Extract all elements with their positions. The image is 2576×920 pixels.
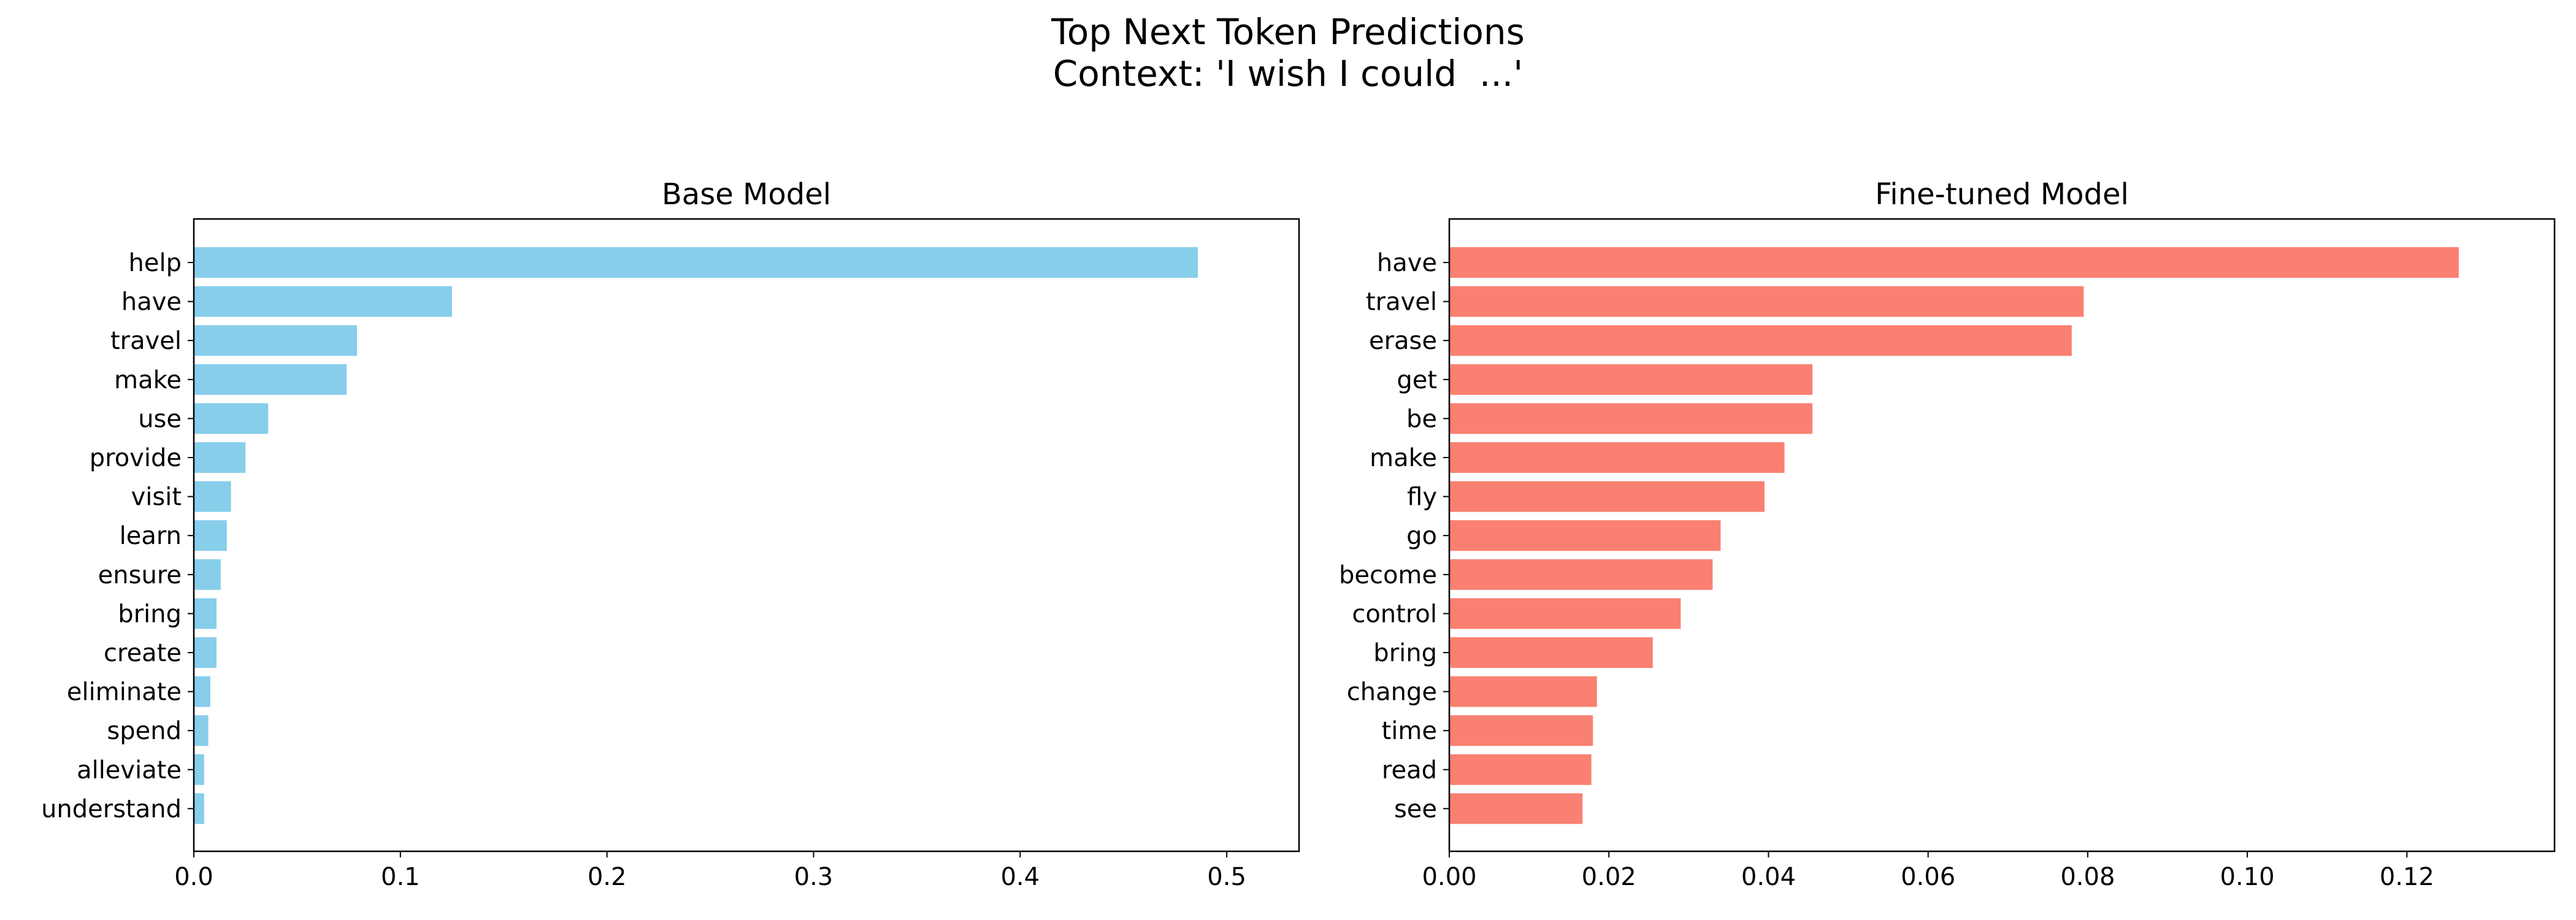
y-tick-label: bring: [1373, 639, 1437, 667]
bar-travel: [194, 325, 358, 356]
panel-base-model: help have travel make use provide visit learn en…: [41, 177, 1300, 891]
y-tick-label: time: [1382, 717, 1437, 745]
bar-use: [194, 403, 269, 434]
y-tick-label: understand: [41, 795, 182, 823]
figure-title-line1: Top Next Token Predictions: [1051, 11, 1525, 53]
bar-have: [1449, 247, 2459, 278]
y-tick-label: bring: [118, 600, 182, 628]
y-tick-label: be: [1406, 405, 1437, 433]
axes-frame: [193, 218, 1300, 853]
bar-change: [1449, 676, 1597, 707]
figure-title: Top Next Token Predictions Context: 'I w…: [0, 11, 2576, 94]
bar-eliminate: [194, 676, 210, 707]
bar-be: [1449, 403, 1812, 434]
x-tick-label: 0.3: [794, 863, 834, 891]
bar-visit: [194, 481, 231, 512]
bar-learn: [194, 520, 227, 551]
bar-go: [1449, 520, 1721, 551]
y-tick-label: eliminate: [67, 678, 182, 707]
y-tick-label: help: [129, 249, 182, 277]
y-tick-label: become: [1339, 561, 1437, 589]
x-tick-label: 0.10: [2220, 863, 2275, 891]
x-tick-label: 0.1: [381, 863, 420, 891]
x-tick-label: 0.08: [2060, 863, 2115, 891]
panel-fine-tuned-model: have travel erase get be make fly go become contr…: [1339, 177, 2556, 891]
bar-get: [1449, 364, 1812, 395]
y-tick-label: provide: [90, 444, 182, 472]
bar-erase: [1449, 325, 2072, 356]
y-tick-label: erase: [1369, 327, 1437, 355]
x-tick-label: 0.0: [174, 863, 213, 891]
y-tick-label: control: [1352, 600, 1437, 628]
axes-frame: [1448, 218, 2556, 853]
figure-title-line2: Context: 'I wish I could ...': [1052, 53, 1524, 94]
bar-bring: [1449, 637, 1653, 668]
bar-fly: [1449, 481, 1765, 512]
bar-alleviate: [194, 754, 204, 785]
y-tick-label: make: [1370, 444, 1437, 472]
bar-see: [1449, 793, 1583, 824]
x-tick-label: 0.06: [1901, 863, 1955, 891]
x-tick-label: 0.00: [1422, 863, 1476, 891]
y-tick-label: use: [138, 405, 182, 433]
bar-have: [194, 286, 453, 317]
bar-help: [194, 247, 1198, 278]
bar-become: [1449, 559, 1713, 590]
panel-title: Fine-tuned Model: [1875, 177, 2129, 212]
y-tick-label: spend: [107, 717, 182, 745]
x-tick-label: 0.04: [1741, 863, 1796, 891]
bar-bring: [194, 598, 217, 629]
y-tick-label: see: [1394, 795, 1437, 823]
x-tick-label: 0.02: [1582, 863, 1636, 891]
y-tick-label: travel: [1366, 288, 1437, 316]
y-tick-label: make: [114, 366, 182, 394]
y-tick-label: read: [1382, 756, 1437, 784]
panel-title: Base Model: [662, 177, 831, 212]
bar-time: [1449, 715, 1593, 746]
y-tick-label: have: [121, 288, 182, 316]
y-tick-label: learn: [120, 522, 182, 550]
bar-travel: [1449, 286, 2084, 317]
y-tick-label: go: [1406, 522, 1437, 550]
bar-spend: [194, 715, 209, 746]
bar-understand: [194, 793, 204, 824]
y-tick-label: get: [1397, 366, 1437, 394]
y-tick-label: alleviate: [77, 756, 182, 784]
y-tick-label: have: [1377, 249, 1437, 277]
bar-make: [194, 364, 347, 395]
y-tick-label: create: [104, 639, 182, 667]
y-tick-label: fly: [1407, 483, 1437, 512]
y-tick-label: travel: [110, 327, 182, 355]
bar-provide: [194, 442, 246, 473]
y-tick-label: visit: [131, 483, 182, 512]
bar-read: [1449, 754, 1592, 785]
bar-ensure: [194, 559, 221, 590]
y-tick-label: change: [1347, 678, 1437, 707]
x-tick-label: 0.5: [1207, 863, 1246, 891]
x-tick-label: 0.2: [588, 863, 627, 891]
x-tick-label: 0.12: [2380, 863, 2434, 891]
bar-control: [1449, 598, 1681, 629]
y-tick-label: ensure: [98, 561, 182, 589]
bar-create: [194, 637, 217, 668]
x-tick-label: 0.4: [1000, 863, 1040, 891]
bar-make: [1449, 442, 1785, 473]
